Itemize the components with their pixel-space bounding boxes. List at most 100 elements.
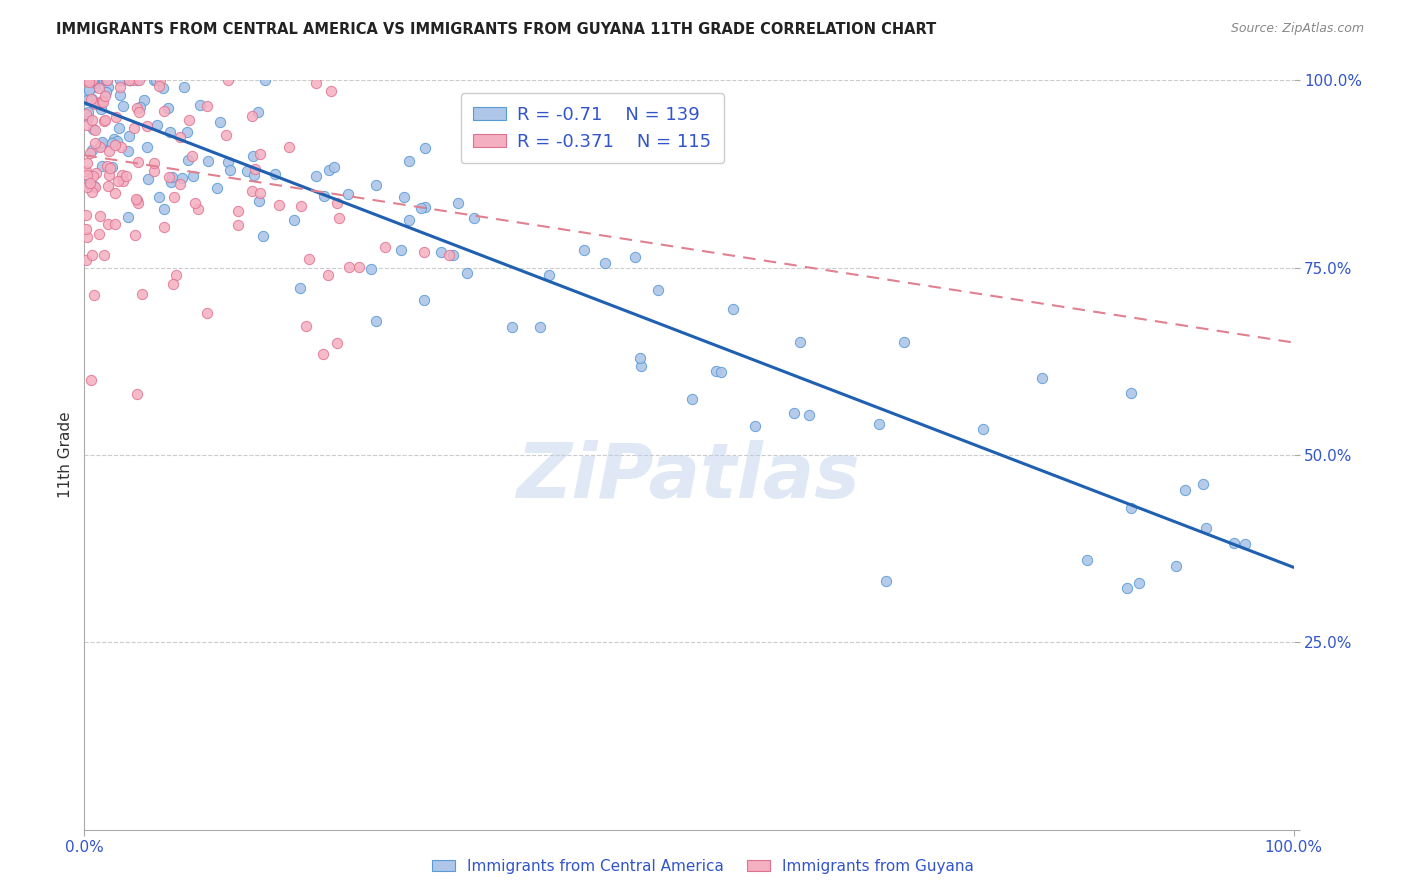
Point: [90, 136, 112, 151]
Point: [374, 240, 396, 254]
Point: [75, 106, 97, 120]
Point: [117, 129, 139, 144]
Point: [117, 144, 139, 158]
Point: [75, 73, 97, 87]
Point: [214, 128, 236, 142]
Point: [124, 192, 146, 206]
Point: [195, 306, 218, 320]
Point: [89, 140, 111, 154]
Point: [90, 102, 112, 116]
Point: [111, 174, 134, 188]
Point: [76, 155, 98, 169]
Point: [169, 130, 191, 145]
Point: [177, 153, 200, 168]
Point: [176, 125, 198, 139]
Point: [429, 245, 451, 260]
Point: [152, 81, 174, 95]
Point: [76, 110, 98, 124]
Point: [744, 418, 766, 433]
Point: [93, 248, 115, 262]
Point: [87, 81, 110, 95]
Point: [142, 155, 165, 169]
Point: [75, 73, 97, 87]
Point: [80, 73, 103, 87]
Point: [153, 202, 176, 216]
Point: [413, 141, 436, 155]
Text: IMMIGRANTS FROM CENTRAL AMERICA VS IMMIGRANTS FROM GUYANA 11TH GRADE CORRELATION: IMMIGRANTS FROM CENTRAL AMERICA VS IMMIG…: [56, 22, 936, 37]
Point: [236, 164, 259, 178]
Point: [118, 73, 141, 87]
Point: [208, 115, 231, 129]
Point: [277, 140, 299, 154]
Point: [127, 155, 149, 169]
Point: [80, 92, 103, 106]
Point: [122, 73, 145, 87]
Point: [103, 132, 125, 146]
Point: [79, 83, 101, 97]
Point: [157, 170, 180, 185]
Point: [456, 266, 478, 280]
Point: [389, 244, 412, 258]
Point: [409, 201, 432, 215]
Point: [1116, 581, 1139, 595]
Point: [218, 73, 240, 87]
Point: [183, 196, 205, 211]
Legend: R = -0.71    N = 139, R = -0.371    N = 115: R = -0.71 N = 139, R = -0.371 N = 115: [461, 93, 724, 163]
Point: [110, 73, 132, 87]
Point: [83, 288, 105, 302]
Point: [647, 283, 669, 297]
Point: [82, 247, 104, 261]
Point: [721, 302, 744, 317]
Point: [90, 139, 112, 153]
Point: [1223, 536, 1246, 550]
Point: [447, 196, 470, 211]
Point: [593, 256, 616, 270]
Point: [80, 92, 103, 106]
Point: [337, 187, 360, 202]
Point: [89, 209, 111, 223]
Point: [82, 95, 104, 110]
Point: [83, 178, 105, 193]
Point: [83, 76, 105, 90]
Point: [246, 105, 269, 120]
Point: [326, 335, 349, 350]
Point: [77, 75, 100, 89]
Point: [76, 87, 98, 102]
Point: [298, 252, 321, 267]
Point: [128, 105, 150, 120]
Point: [127, 101, 149, 115]
Point: [413, 293, 436, 307]
Point: [1119, 500, 1142, 515]
Point: [128, 73, 150, 87]
Point: [120, 73, 142, 87]
Point: [111, 73, 134, 87]
Point: [190, 97, 212, 112]
Point: [89, 73, 111, 87]
Point: [169, 177, 191, 191]
Point: [249, 147, 271, 161]
Point: [80, 373, 103, 387]
Point: [148, 189, 170, 203]
Point: [80, 113, 103, 128]
Point: [79, 176, 101, 190]
Point: [118, 73, 141, 87]
Point: [195, 99, 218, 113]
Point: [398, 212, 420, 227]
Point: [360, 262, 382, 277]
Point: [136, 119, 159, 133]
Point: [98, 161, 121, 175]
Point: [1194, 520, 1216, 534]
Text: Source: ZipAtlas.com: Source: ZipAtlas.com: [1230, 22, 1364, 36]
Point: [180, 149, 202, 163]
Point: [97, 217, 120, 231]
Point: [75, 73, 97, 87]
Point: [96, 73, 118, 87]
Point: [160, 169, 183, 184]
Point: [704, 364, 727, 378]
Point: [252, 229, 274, 244]
Point: [75, 73, 97, 87]
Point: [893, 334, 915, 349]
Point: [132, 93, 155, 107]
Point: [97, 144, 120, 158]
Point: [398, 153, 420, 168]
